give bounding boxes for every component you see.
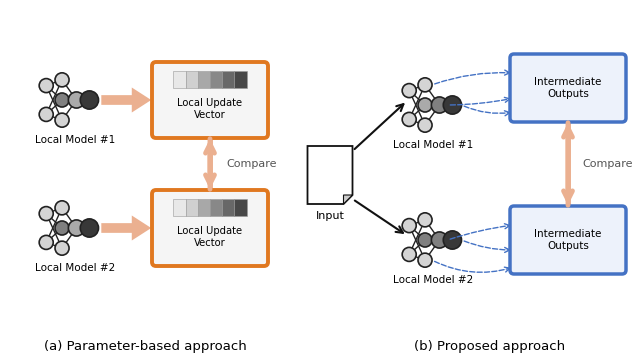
Circle shape bbox=[418, 213, 432, 227]
Bar bbox=[210, 72, 222, 88]
Text: Local Model #2: Local Model #2 bbox=[393, 275, 473, 285]
Text: Local Model #2: Local Model #2 bbox=[35, 263, 115, 273]
Bar bbox=[198, 199, 210, 216]
Circle shape bbox=[39, 107, 53, 121]
Circle shape bbox=[431, 97, 447, 113]
Text: Intermediate
Outputs: Intermediate Outputs bbox=[534, 77, 602, 99]
Circle shape bbox=[55, 241, 69, 255]
FancyBboxPatch shape bbox=[152, 62, 268, 138]
Circle shape bbox=[55, 201, 69, 215]
Circle shape bbox=[80, 91, 99, 109]
Bar bbox=[234, 72, 247, 88]
Circle shape bbox=[418, 98, 432, 112]
Circle shape bbox=[402, 247, 416, 261]
Bar bbox=[173, 199, 186, 216]
Bar bbox=[186, 199, 198, 216]
Circle shape bbox=[444, 231, 461, 249]
Text: Local Model #1: Local Model #1 bbox=[35, 135, 115, 145]
Circle shape bbox=[55, 93, 69, 107]
Text: Local Update
Vector: Local Update Vector bbox=[177, 226, 243, 248]
Bar bbox=[234, 199, 247, 216]
Circle shape bbox=[418, 253, 432, 267]
Circle shape bbox=[418, 78, 432, 92]
Circle shape bbox=[402, 113, 416, 126]
Circle shape bbox=[418, 233, 432, 247]
Circle shape bbox=[68, 92, 84, 108]
Text: (a) Parameter-based approach: (a) Parameter-based approach bbox=[44, 340, 246, 353]
Bar bbox=[198, 72, 210, 88]
Text: Compare: Compare bbox=[582, 159, 632, 169]
Circle shape bbox=[68, 220, 84, 236]
Circle shape bbox=[418, 118, 432, 132]
FancyBboxPatch shape bbox=[152, 190, 268, 266]
Circle shape bbox=[39, 235, 53, 249]
Text: Local Model #1: Local Model #1 bbox=[393, 140, 473, 150]
Text: (b) Proposed approach: (b) Proposed approach bbox=[415, 340, 566, 353]
Circle shape bbox=[55, 73, 69, 87]
Bar bbox=[222, 199, 234, 216]
Bar bbox=[173, 72, 186, 88]
Circle shape bbox=[55, 113, 69, 127]
FancyBboxPatch shape bbox=[510, 54, 626, 122]
Circle shape bbox=[431, 232, 447, 248]
Bar bbox=[222, 72, 234, 88]
Text: Input: Input bbox=[316, 211, 344, 221]
Circle shape bbox=[402, 83, 416, 98]
FancyBboxPatch shape bbox=[510, 206, 626, 274]
Bar bbox=[186, 72, 198, 88]
Text: Local Update
Vector: Local Update Vector bbox=[177, 98, 243, 120]
Polygon shape bbox=[307, 146, 353, 204]
Circle shape bbox=[39, 78, 53, 93]
Polygon shape bbox=[344, 195, 353, 204]
Bar bbox=[210, 199, 222, 216]
Text: Compare: Compare bbox=[226, 159, 276, 169]
Circle shape bbox=[80, 219, 99, 237]
Circle shape bbox=[402, 219, 416, 233]
Circle shape bbox=[444, 96, 461, 114]
Circle shape bbox=[55, 221, 69, 235]
Text: Intermediate
Outputs: Intermediate Outputs bbox=[534, 229, 602, 251]
Circle shape bbox=[39, 207, 53, 221]
